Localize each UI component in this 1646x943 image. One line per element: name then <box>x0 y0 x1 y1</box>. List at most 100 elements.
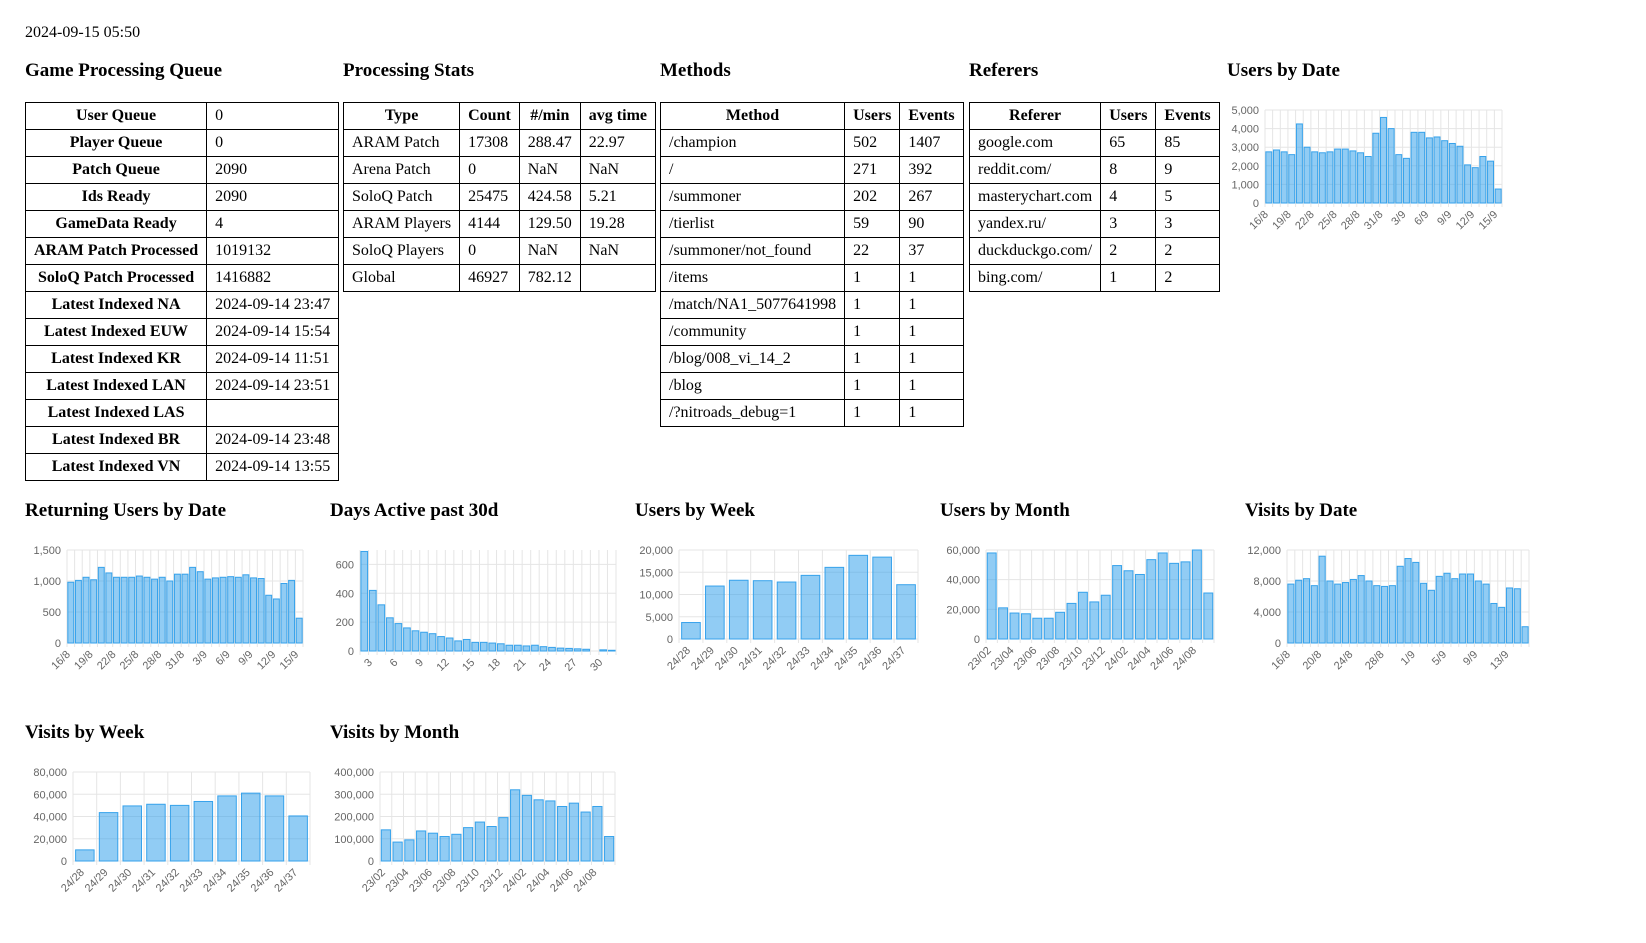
referers-cell: google.com <box>968 129 1102 157</box>
methods-cell: 502 <box>844 129 901 157</box>
x-tick-label: 24/02 <box>501 867 529 895</box>
chart-bar <box>386 617 394 652</box>
queue-row-value: 1019132 <box>206 237 340 265</box>
chart-bar <box>211 577 219 644</box>
x-tick-label: 20/8 <box>1301 649 1325 673</box>
chart-bar <box>1287 583 1295 644</box>
chart-bar <box>360 550 369 652</box>
chart-bar <box>565 647 573 652</box>
chart-bar <box>1427 589 1435 644</box>
y-tick-label: 0 <box>61 856 67 868</box>
queue-row-label: ARAM Patch Processed <box>24 237 208 265</box>
chart-bar <box>776 581 797 640</box>
chart-bar <box>510 789 521 862</box>
x-tick-label: 24/06 <box>1148 645 1176 673</box>
chart-1: Returning Users by Date 0 500 1,000 1,500 16/… <box>25 500 310 672</box>
x-tick-label: 15 <box>460 657 477 674</box>
chart-title: Users by Week <box>635 500 755 521</box>
chart-bar <box>113 576 120 644</box>
chart-svg: 05,00010,00015,00020,00024/2824/2924/302… <box>639 545 919 673</box>
x-tick-label: 24/35 <box>225 867 253 895</box>
chart-bar <box>462 638 471 652</box>
stats-row: Arena Patch 0 NaN NaN <box>342 156 657 184</box>
chart-bar <box>1395 154 1403 204</box>
x-tick-label: 24/28 <box>665 645 693 673</box>
chart-bar <box>848 554 869 640</box>
stats-cell: ARAM Players <box>342 210 461 238</box>
chart-bar <box>1521 626 1529 644</box>
stats-cell <box>579 264 657 292</box>
chart-svg: 0 4,000 8,000 12,000 16/8 20/8 24/8 28/8 1/9 5/9 9… <box>1247 545 1530 673</box>
x-tick-label: 24/02 <box>1103 645 1131 673</box>
chart-bar <box>1456 145 1464 204</box>
queue-row-label: Latest Indexed EUW <box>24 318 208 346</box>
chart-bar <box>1280 151 1288 204</box>
x-tick-label: 24/04 <box>525 867 553 895</box>
chart-bar <box>1191 549 1202 640</box>
x-tick-label: 23/08 <box>1034 645 1062 673</box>
timestamp: 2024-09-15 05:50 <box>25 24 141 41</box>
methods-row: /271 392 <box>659 156 964 184</box>
chart-bar <box>272 598 280 644</box>
methods-row: /match/NA1_5077641998 1 1 <box>659 291 964 319</box>
y-tick-label: 0 <box>55 638 61 650</box>
chart-bar <box>193 800 214 862</box>
chart-bar <box>392 841 403 862</box>
chart-bar <box>242 574 250 644</box>
chart-bar <box>1365 580 1373 644</box>
y-tick-label: 60,000 <box>946 545 980 557</box>
chart-bar <box>219 576 227 644</box>
y-tick-label: 0 <box>667 634 673 646</box>
y-tick-label: 1,000 <box>33 576 61 588</box>
stats-cell: 288.47 <box>518 129 581 157</box>
chart-bar <box>122 805 142 862</box>
chart-bar <box>454 640 462 652</box>
referers-row: google.com 65 85 <box>968 129 1220 157</box>
queue-row-value: 2024-09-14 23:47 <box>206 291 340 319</box>
queue-row-label: Ids Ready <box>24 183 208 211</box>
chart-bar <box>548 646 556 652</box>
chart-bar <box>1342 582 1350 644</box>
x-tick-label: 19/8 <box>1270 209 1294 233</box>
referers-header: Referer <box>968 102 1102 130</box>
chart-bar <box>1020 613 1031 640</box>
x-tick-label: 24/04 <box>1125 645 1153 673</box>
y-tick-label: 12,000 <box>1247 545 1281 557</box>
chart-bar <box>1311 151 1319 204</box>
chart-bar <box>1433 136 1441 204</box>
referers-row: yandex.ru/3 3 <box>968 210 1220 238</box>
stats-cell: 46927 <box>459 264 520 292</box>
referers-cell: duckduckgo.com/ <box>968 237 1102 265</box>
chart-bar <box>428 633 437 652</box>
y-tick-label: 20,000 <box>639 545 673 557</box>
chart-bar <box>75 849 95 862</box>
chart-bar <box>128 576 136 644</box>
stats-header: Count <box>459 102 520 130</box>
x-tick-label: 3/9 <box>1389 209 1408 228</box>
stats-cell: NaN <box>579 237 657 265</box>
chart-bar <box>416 830 427 862</box>
chart-bar <box>471 641 480 652</box>
queue-row-label: GameData Ready <box>24 210 208 238</box>
chart-bar <box>82 576 90 644</box>
chart-bar <box>1341 148 1349 204</box>
x-tick-label: 24/36 <box>249 867 277 895</box>
chart-svg: 020,00040,00060,00023/0223/0423/0623/082… <box>946 545 1215 673</box>
chart-bar <box>1009 612 1020 640</box>
chart-bar <box>1388 585 1396 644</box>
referers-cell: 1 <box>1100 264 1157 292</box>
chart-bar <box>1357 575 1365 644</box>
methods-cell: 1 <box>899 399 964 427</box>
x-tick-label: 24/06 <box>548 867 576 895</box>
referers-cell: 2 <box>1155 237 1220 265</box>
stats-section: Processing Stats Type Count #/min avg time … <box>342 60 657 292</box>
methods-header: Method <box>659 102 846 130</box>
chart-bar <box>1295 579 1303 644</box>
x-tick-label: 23/02 <box>360 867 388 895</box>
chart-bar <box>556 647 565 652</box>
y-tick-label: 1,500 <box>33 545 61 557</box>
chart-bar <box>1425 137 1433 204</box>
chart-bar <box>582 648 590 652</box>
methods-row: /champion 502 1407 <box>659 129 964 157</box>
methods-cell: 1 <box>844 318 901 346</box>
